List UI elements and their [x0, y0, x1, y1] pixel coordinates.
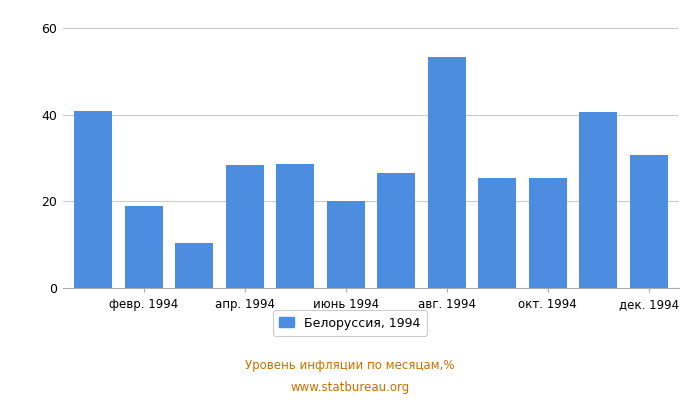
Bar — [125, 206, 162, 288]
Bar — [226, 164, 264, 288]
Bar — [528, 178, 567, 288]
Bar — [377, 173, 415, 288]
Bar — [580, 112, 617, 288]
Bar — [175, 242, 214, 288]
Text: Уровень инфляции по месяцам,%: Уровень инфляции по месяцам,% — [245, 360, 455, 372]
Bar — [630, 155, 668, 288]
Bar — [74, 111, 112, 288]
Bar — [428, 57, 466, 288]
Bar — [276, 164, 314, 288]
Bar — [478, 178, 516, 288]
Legend: Белоруссия, 1994: Белоруссия, 1994 — [273, 310, 427, 336]
Text: www.statbureau.org: www.statbureau.org — [290, 382, 410, 394]
Bar — [327, 201, 365, 288]
